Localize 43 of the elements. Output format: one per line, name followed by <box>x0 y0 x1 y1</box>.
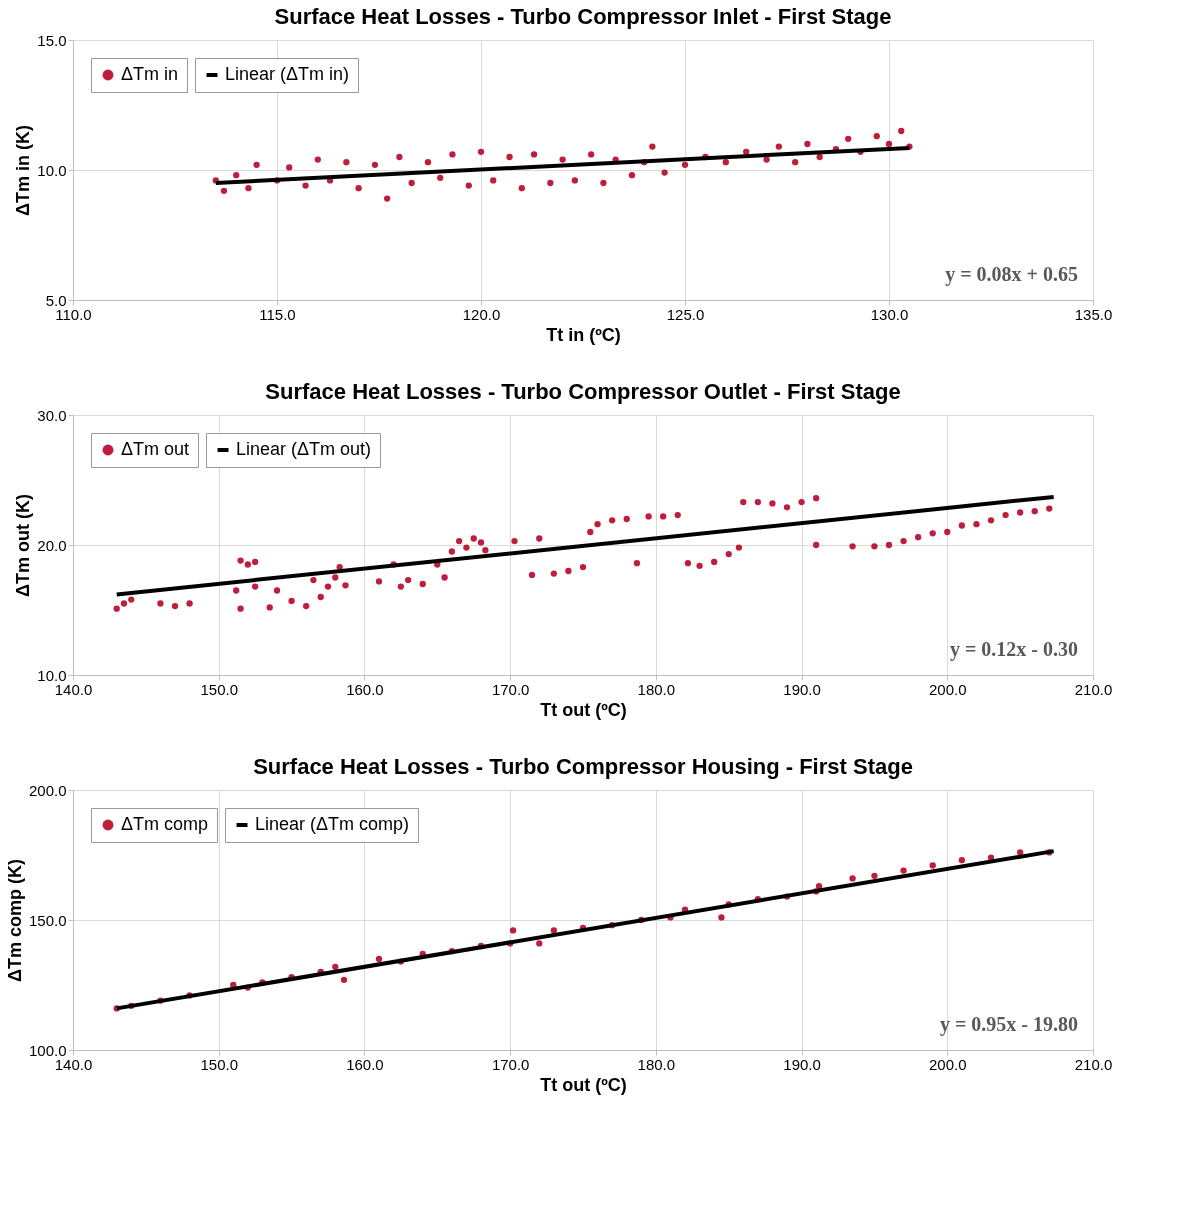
x-tick-label: 120.0 <box>462 305 501 323</box>
x-tick-label: 125.0 <box>666 305 705 323</box>
x-tick-label: 115.0 <box>259 305 296 323</box>
y-tick-label: 150.0 <box>28 911 67 929</box>
y-axis-title: ΔTm in (K) <box>13 125 34 216</box>
x-tick-label: 190.0 <box>783 1055 821 1073</box>
x-tick-label: 170.0 <box>491 680 530 698</box>
legend-label: ΔTm out <box>121 439 190 459</box>
x-tick-label: 180.0 <box>637 1055 676 1073</box>
x-tick-label: 180.0 <box>637 680 676 698</box>
chart-title: Surface Heat Losses - Turbo Compressor Inlet - First Stage <box>274 4 892 29</box>
x-tick-label: 135.0 <box>1074 305 1113 323</box>
legend-label: ΔTm in <box>121 64 179 84</box>
x-tick-label: 160.0 <box>346 1055 384 1073</box>
legend-label: ΔTm comp <box>121 814 209 834</box>
x-axis-title: Tt out (ºC) <box>540 1074 627 1095</box>
x-tick-label: 150.0 <box>200 1055 238 1073</box>
annotation: y = 0.12x - 0.30 <box>949 638 1078 661</box>
y-axis-title: ΔTm out (K) <box>13 494 34 597</box>
x-tick-label: 200.0 <box>929 1055 967 1073</box>
x-tick-label: 160.0 <box>346 680 384 698</box>
legend-label: Linear (ΔTm in) <box>225 64 350 84</box>
x-tick-label: 130.0 <box>870 305 909 323</box>
x-tick-label: 150.0 <box>200 680 238 698</box>
x-axis-title: Tt out (ºC) <box>540 699 627 720</box>
annotation: y = 0.08x + 0.65 <box>945 263 1078 286</box>
y-tick-label: 10.0 <box>37 161 67 179</box>
x-tick-label: 200.0 <box>929 680 967 698</box>
y-tick-label: 15.0 <box>37 31 67 49</box>
y-tick-label: 20.0 <box>37 536 67 554</box>
x-tick-label: 210.0 <box>1074 1055 1113 1073</box>
x-tick-label: 170.0 <box>491 1055 530 1073</box>
y-tick-label: 200.0 <box>28 781 67 799</box>
chart-title: Surface Heat Losses - Turbo Compressor Housing - First Stage <box>253 754 913 779</box>
legend-label: Linear (ΔTm comp) <box>255 814 410 834</box>
x-tick-label: 210.0 <box>1074 680 1113 698</box>
legend-label: Linear (ΔTm out) <box>236 439 372 459</box>
annotation: y = 0.95x - 19.80 <box>939 1013 1078 1036</box>
chart-title: Surface Heat Losses - Turbo Compressor Outlet - First Stage <box>265 379 901 404</box>
x-axis-title: Tt in (ºC) <box>546 324 621 345</box>
y-axis-title: ΔTm comp (K) <box>4 859 25 982</box>
y-tick-label: 30.0 <box>37 406 67 424</box>
x-tick-label: 190.0 <box>783 680 821 698</box>
